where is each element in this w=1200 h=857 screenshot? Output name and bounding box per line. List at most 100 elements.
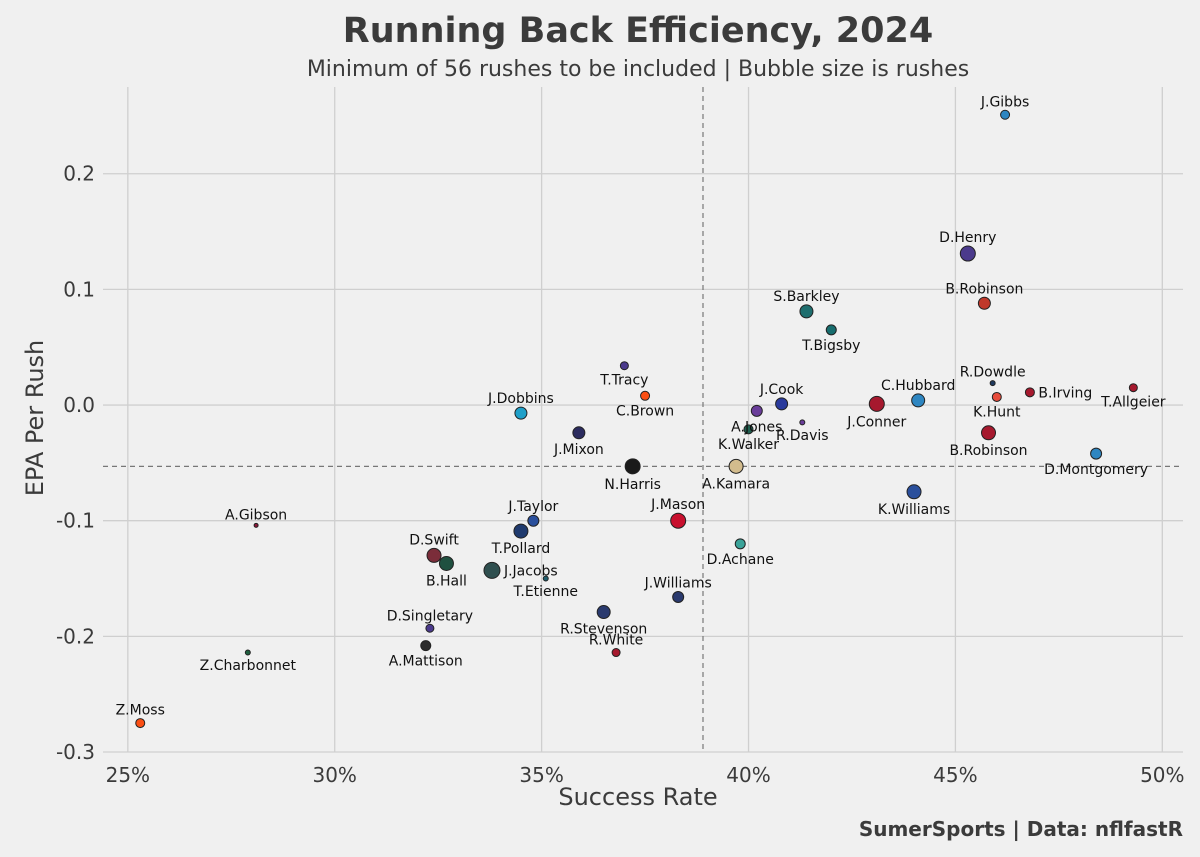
data-point[interactable] (619, 361, 629, 371)
data-point[interactable] (991, 391, 1002, 402)
point-label: J.Mason (650, 497, 705, 513)
y-tick-label: -0.1 (56, 509, 95, 533)
data-point[interactable] (513, 523, 529, 539)
point-label: K.Walker (718, 437, 779, 453)
point-label: T.Allgeier (1100, 395, 1166, 411)
x-tick-label: 45% (933, 763, 977, 787)
point-label: J.Conner (846, 414, 906, 430)
data-point[interactable] (542, 575, 549, 582)
point-label: S.Barkley (773, 289, 839, 305)
point-label: C.Hubbard (881, 378, 955, 394)
point-label: D.Henry (939, 230, 996, 246)
data-point[interactable] (1128, 383, 1138, 393)
data-point[interactable] (624, 458, 641, 475)
data-point[interactable] (670, 512, 687, 529)
point-label: J.Mixon (553, 442, 604, 458)
point-label: N.Harris (604, 477, 660, 493)
x-axis-label: Success Rate (558, 783, 717, 811)
y-axis-ticks: 0.2 0.1 0.0 -0.1 -0.2 -0.3 (56, 162, 95, 764)
y-tick-label: 0.0 (63, 393, 95, 417)
x-tick-label: 25% (106, 763, 150, 787)
data-point[interactable] (734, 538, 746, 550)
data-point[interactable] (981, 425, 997, 441)
data-point[interactable] (959, 245, 976, 262)
point-label: T.Bigsby (801, 338, 860, 354)
point-label: D.Singletary (387, 608, 473, 624)
point-label: B.Hall (426, 573, 467, 589)
point-label: R.Stevenson (560, 622, 647, 638)
point-label: T.Tracy (599, 373, 648, 389)
point-label: J.Jacobs (503, 563, 558, 579)
point-label: B.Irving (1038, 385, 1092, 401)
point-label: D.Achane (707, 552, 774, 568)
data-point[interactable] (868, 395, 885, 412)
data-point[interactable] (640, 390, 651, 401)
data-point[interactable] (672, 591, 685, 604)
point-label: T.Pollard (491, 541, 551, 557)
x-tick-label: 40% (726, 763, 770, 787)
x-tick-label: 35% (519, 763, 563, 787)
x-tick-label: 50% (1140, 763, 1184, 787)
data-point[interactable] (906, 484, 922, 500)
data-point[interactable] (750, 404, 763, 417)
y-tick-label: 0.2 (63, 162, 95, 186)
data-point[interactable] (426, 547, 442, 563)
data-point[interactable] (799, 304, 814, 319)
point-label: D.Montgomery (1044, 462, 1148, 478)
data-point[interactable] (483, 561, 501, 579)
data-point[interactable] (135, 718, 146, 729)
data-point[interactable] (799, 419, 806, 426)
point-label: J.Cook (759, 382, 804, 398)
data-point[interactable] (1090, 447, 1103, 460)
y-tick-label: -0.2 (56, 624, 95, 648)
point-label: J.Taylor (507, 499, 558, 515)
point-label: J.Dobbins (487, 391, 554, 407)
data-point[interactable] (977, 296, 991, 310)
data-point[interactable] (611, 648, 621, 658)
data-point[interactable] (572, 426, 586, 440)
point-labels: J.Gibbs D.Henry B.Robinson S.Barkley T.Bigsb… (116, 94, 1166, 718)
point-label: A.Gibson (225, 507, 287, 523)
x-tick-label: 30% (312, 763, 356, 787)
data-point[interactable] (825, 324, 837, 336)
point-label: Z.Moss (116, 703, 165, 719)
point-label: R.Dowdle (960, 365, 1026, 381)
point-label: B.Robinson (945, 281, 1023, 297)
data-point[interactable] (438, 555, 454, 571)
point-label: C.Brown (616, 403, 674, 419)
data-point[interactable] (253, 522, 259, 528)
y-axis-label: EPA Per Rush (21, 340, 49, 497)
data-point[interactable] (596, 605, 611, 620)
grid (103, 87, 1183, 753)
data-point[interactable] (420, 640, 432, 652)
data-point[interactable] (743, 424, 754, 435)
data-point[interactable] (1024, 387, 1035, 398)
data-point[interactable] (911, 393, 926, 408)
data-point[interactable] (514, 406, 528, 420)
y-tick-label: -0.3 (56, 740, 95, 764)
x-axis-ticks: 25% 30% 35% 40% 45% 50% (106, 763, 1185, 787)
data-point[interactable] (1000, 109, 1011, 120)
data-point[interactable] (425, 623, 435, 633)
data-point[interactable] (728, 458, 744, 474)
data-points (135, 109, 1138, 729)
data-point[interactable] (527, 514, 540, 527)
point-label: A.Kamara (702, 476, 770, 492)
point-label: Z.Charbonnet (200, 658, 297, 674)
point-label: A.Mattison (389, 654, 463, 670)
point-label: K.Williams (878, 502, 950, 518)
data-point[interactable] (989, 380, 996, 387)
chart-subtitle: Minimum of 56 rushes to be included | Bu… (307, 57, 969, 82)
data-point[interactable] (244, 649, 251, 656)
point-label: K.Hunt (973, 404, 1021, 420)
point-label: D.Swift (409, 532, 459, 548)
point-label: A.Jones (731, 419, 782, 435)
point-label: R.White (589, 633, 643, 649)
point-label: B.Robinson (949, 443, 1027, 459)
data-point[interactable] (775, 397, 789, 411)
point-label: J.Gibbs (980, 94, 1029, 110)
point-label: J.Williams (644, 576, 712, 592)
chart-title: Running Back Efficiency, 2024 (343, 11, 933, 51)
credit-line: SumerSports | Data: nflfastR (859, 817, 1183, 841)
